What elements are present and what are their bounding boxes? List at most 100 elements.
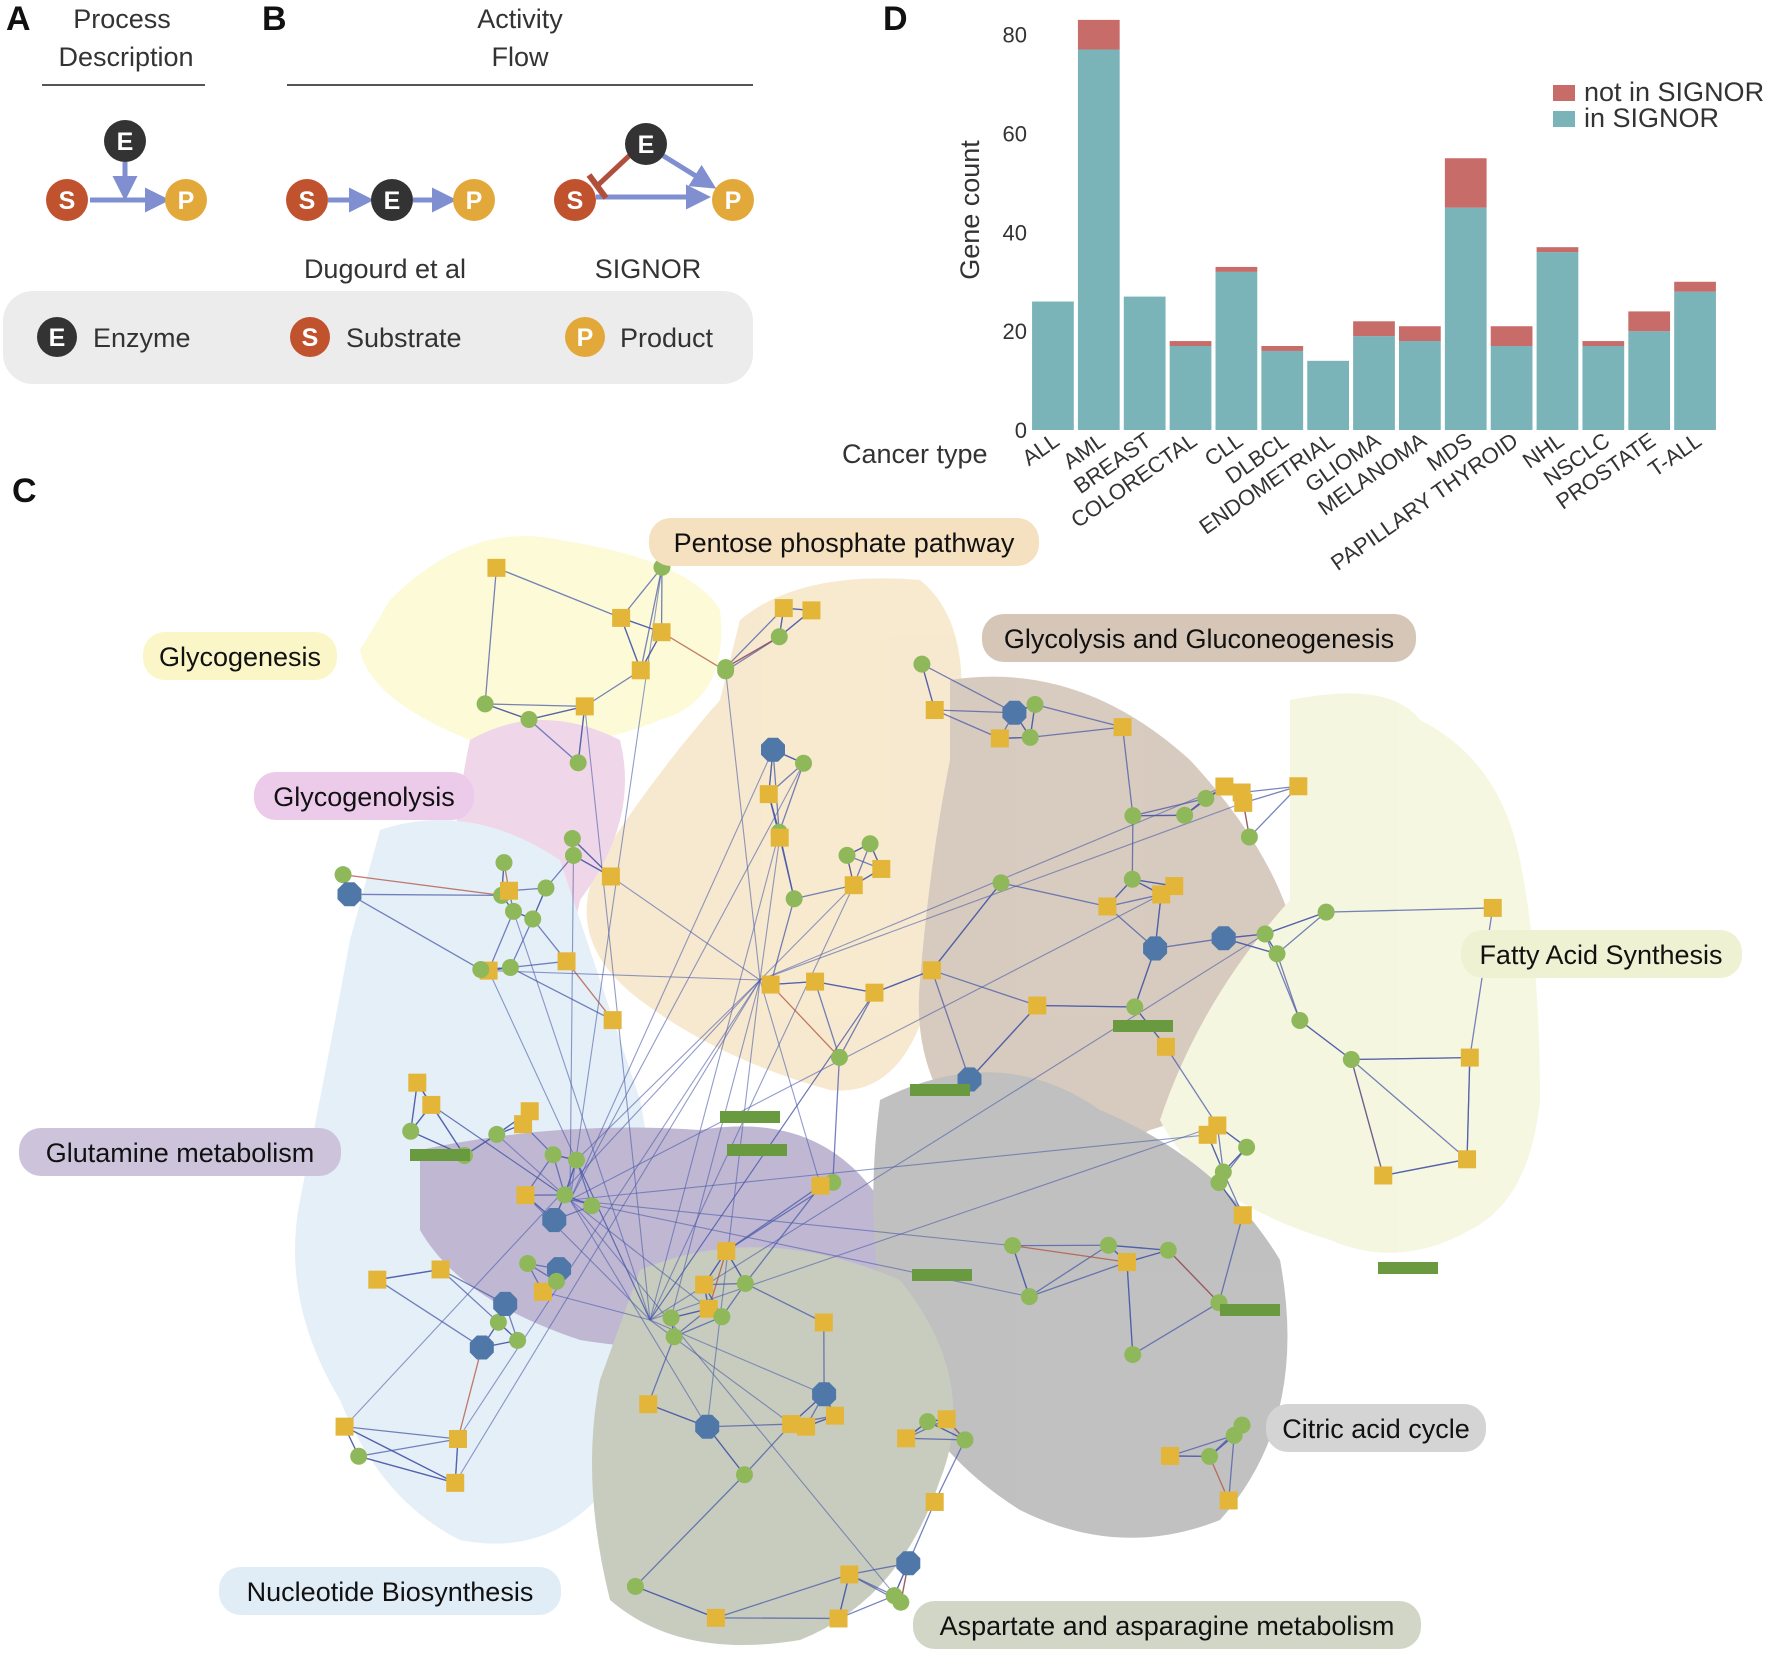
- metabolite-node: [519, 1255, 536, 1272]
- enzyme-node: [1289, 777, 1307, 795]
- enzyme-node: [576, 697, 594, 715]
- enzyme-node: [422, 1096, 440, 1114]
- metabolite-node: [839, 847, 856, 864]
- enzyme-node: [938, 1410, 956, 1428]
- reaction-bar-node: [727, 1144, 787, 1156]
- enzyme-node: [811, 1177, 829, 1195]
- panel-c-letter: C: [12, 472, 37, 510]
- panel-c: C Pentose phosphate pathway Glycogenesis: [12, 472, 1742, 1649]
- metabolite-node: [1021, 1288, 1038, 1305]
- enzyme-node: [639, 1395, 657, 1413]
- panel-b-left-enzyme-node: E: [371, 179, 413, 221]
- metabolite-node: [477, 695, 494, 712]
- bar-in-signor: [1399, 341, 1441, 430]
- panel-a-product-node: P: [165, 179, 207, 221]
- enzyme-node: [1098, 897, 1116, 915]
- metabolite-node: [795, 755, 812, 772]
- metabolite-node: [564, 830, 581, 847]
- metabolite-node: [1176, 807, 1193, 824]
- svg-text:S: S: [299, 187, 316, 215]
- metabolite-node: [627, 1578, 644, 1595]
- panel-a: A Process Description E S P: [6, 0, 207, 221]
- enzyme-node: [1161, 1447, 1179, 1465]
- metabolite-node: [831, 1049, 848, 1066]
- enzyme-node: [797, 1418, 815, 1436]
- svg-text:Glutamine metabolism: Glutamine metabolism: [46, 1138, 315, 1168]
- metabolite-node: [556, 1186, 573, 1203]
- label-glycogenolysis: Glycogenolysis: [254, 772, 474, 820]
- svg-text:E: E: [384, 187, 401, 215]
- metabolite-node: [1257, 925, 1274, 942]
- svg-text:S: S: [59, 187, 76, 215]
- enzyme-node: [1234, 1206, 1252, 1224]
- enzyme-node: [872, 860, 890, 878]
- svg-text:Citric acid cycle: Citric acid cycle: [1282, 1414, 1470, 1444]
- enzyme-node: [897, 1429, 915, 1447]
- complex-node: [1212, 926, 1236, 950]
- y-tick-label: 60: [1003, 122, 1027, 147]
- enzyme-node: [1220, 1491, 1238, 1509]
- complex-node: [896, 1551, 920, 1575]
- svg-text:S: S: [302, 324, 319, 352]
- metabolite-node: [1027, 696, 1044, 713]
- bar-in-signor: [1216, 272, 1258, 430]
- enzyme-node: [1233, 783, 1251, 801]
- metabolite-node: [537, 880, 554, 897]
- panel-b-title-line1: Activity: [477, 4, 563, 34]
- enzyme-node: [604, 1011, 622, 1029]
- enzyme-node: [826, 1407, 844, 1425]
- metabolite-node: [350, 1448, 367, 1465]
- metabolite-node: [1004, 1237, 1021, 1254]
- metabolite-node: [1291, 1012, 1308, 1029]
- legend-substrate-marker: S: [290, 317, 330, 357]
- complex-node: [761, 738, 785, 762]
- svg-text:Aspartate and asparagine metab: Aspartate and asparagine metabolism: [940, 1611, 1395, 1641]
- metabolite-node: [957, 1431, 974, 1448]
- enzyme-node: [558, 952, 576, 970]
- complex-node: [695, 1415, 719, 1439]
- bar-not-in-signor: [1261, 346, 1303, 351]
- bar-not-in-signor: [1216, 267, 1258, 272]
- legend-label-in-signor: in SIGNOR: [1584, 103, 1719, 133]
- y-axis-label: Gene count: [955, 140, 985, 280]
- bar-in-signor: [1032, 302, 1074, 430]
- bar-not-in-signor: [1399, 326, 1441, 341]
- metabolite-node: [717, 659, 734, 676]
- x-tick-label: T-ALL: [1644, 428, 1706, 482]
- enzyme-node: [707, 1609, 725, 1627]
- enzyme-node: [695, 1276, 713, 1294]
- legend-product-marker: P: [565, 317, 605, 357]
- enzyme-node: [1165, 877, 1183, 895]
- metabolite-node: [1100, 1237, 1117, 1254]
- enzyme-node: [1215, 778, 1233, 796]
- metabolite-node: [490, 1314, 507, 1331]
- panel-a-letter: A: [6, 0, 31, 38]
- enzyme-node: [1461, 1049, 1479, 1067]
- svg-text:E: E: [638, 131, 655, 159]
- label-glycolysis: Glycolysis and Gluconeogenesis: [982, 614, 1416, 662]
- label-fatty-acid: Fatty Acid Synthesis: [1461, 930, 1742, 978]
- enzyme-node: [775, 599, 793, 617]
- enzyme-node: [840, 1565, 858, 1583]
- enzyme-node: [806, 973, 824, 991]
- enzyme-node: [815, 1313, 833, 1331]
- metabolite-node: [786, 890, 803, 907]
- metabolite-node: [713, 1308, 730, 1325]
- legend-enzyme-marker: E: [37, 317, 77, 357]
- enzyme-node: [632, 661, 650, 679]
- bar-in-signor: [1491, 346, 1533, 430]
- bar-in-signor: [1261, 351, 1303, 430]
- enzyme-node: [991, 729, 1009, 747]
- svg-text:P: P: [178, 187, 195, 215]
- metabolite-node: [1238, 1139, 1255, 1156]
- bar-not-in-signor: [1628, 311, 1670, 331]
- bar-in-signor: [1170, 346, 1212, 430]
- enzyme-node: [1484, 899, 1502, 917]
- metabolite-node: [1124, 807, 1141, 824]
- metabolite-node: [737, 1275, 754, 1292]
- y-tick-label: 0: [1015, 418, 1027, 443]
- label-glycogenesis: Glycogenesis: [143, 632, 337, 680]
- bar-in-signor: [1628, 331, 1670, 430]
- reaction-bar-node: [1113, 1020, 1173, 1032]
- metabolite-node: [1241, 829, 1258, 846]
